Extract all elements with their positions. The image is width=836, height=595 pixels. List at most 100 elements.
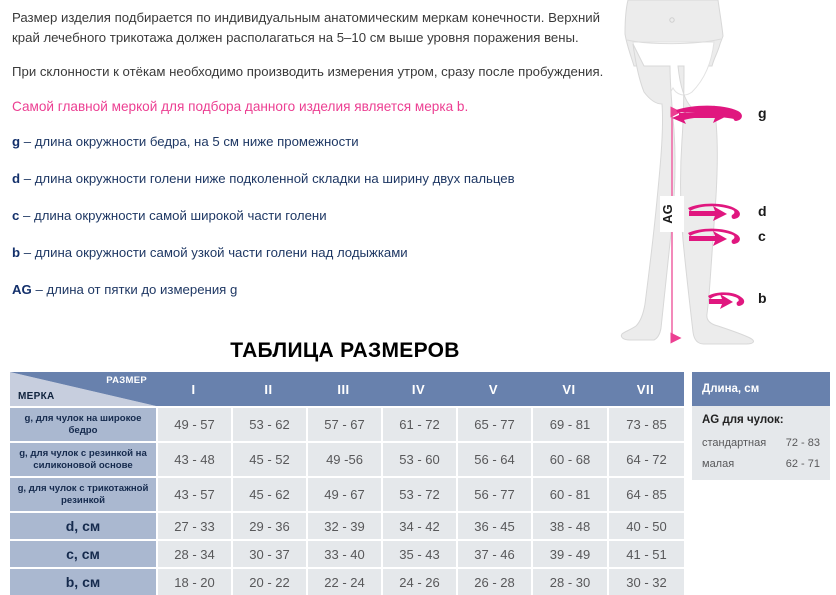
table-cell: 39 - 49 (531, 539, 607, 567)
table-cell: 33 - 40 (306, 539, 381, 567)
intro-paragraph-1: Размер изделия подбирается по индивидуал… (12, 10, 600, 45)
length-panel-title: AG для чулок: (702, 414, 784, 426)
table-cell: 65 - 77 (456, 406, 531, 441)
table-row: g, для чулок с резинкой на силиконовой о… (10, 441, 684, 476)
definition-key-b: b (12, 245, 21, 260)
table-cell: 73 - 85 (607, 406, 684, 441)
definition-b: b – длина окружности самой узкой части г… (12, 244, 608, 262)
page-title: ТАБЛИЦА РАЗМЕРОВ (230, 339, 460, 362)
ag-label: AG (660, 204, 675, 224)
definition-text-g: длина окружности бедра, на 5 см ниже про… (34, 134, 359, 149)
table-row: g, для чулок на широкое бедро 49 - 57 53… (10, 406, 684, 441)
table-row: b, см 18 - 20 20 - 22 22 - 24 24 - 26 26… (10, 567, 684, 595)
table-cell: 36 - 45 (456, 511, 531, 539)
table-cell: 43 - 48 (156, 441, 231, 476)
measure-band-d (688, 203, 740, 221)
column-header-7: VII (607, 372, 684, 406)
definition-c: c – длина окружности самой широкой части… (12, 207, 608, 225)
column-header-1: I (156, 372, 231, 406)
length-panel: Длина, см AG для чулок: стандартная 72 -… (692, 372, 830, 480)
corner-size-label: РАЗМЕР (106, 375, 147, 386)
definition-dash-b: – (20, 245, 35, 260)
table-cell: 60 - 68 (531, 441, 607, 476)
measure-band-b (708, 292, 745, 309)
table-cell: 56 - 77 (456, 476, 531, 511)
definition-key-ag: AG (12, 282, 32, 297)
highlight-note: Самой главной меркой для подбора данного… (12, 98, 469, 114)
label-b: b (758, 290, 767, 306)
length-row-value: 72 - 83 (785, 437, 820, 449)
table-cell: 37 - 46 (456, 539, 531, 567)
definition-key-g: g (12, 134, 21, 149)
definition-dash-c: – (19, 208, 35, 223)
table-cell: 28 - 30 (531, 567, 607, 595)
length-row-small: малая 62 - 71 (702, 458, 820, 470)
table-cell: 29 - 36 (231, 511, 306, 539)
corner-diagonal (10, 372, 156, 406)
column-header-4: IV (381, 372, 456, 406)
table-cell: 18 - 20 (156, 567, 231, 595)
definition-key-d: d (12, 171, 21, 186)
table-cell: 53 - 60 (381, 441, 456, 476)
table-header-row: РАЗМЕР МЕРКА I II III IV V VI VII (10, 372, 684, 406)
table-row: g, для чулок с трикотажной резинкой 43 -… (10, 476, 684, 511)
label-c: c (758, 228, 766, 244)
table-cell: 30 - 37 (231, 539, 306, 567)
length-panel-body: AG для чулок: стандартная 72 - 83 малая … (692, 406, 830, 480)
table-cell: 53 - 72 (381, 476, 456, 511)
table-cell: 34 - 42 (381, 511, 456, 539)
table-cell: 45 - 62 (231, 476, 306, 511)
table-cell: 64 - 72 (607, 441, 684, 476)
table-cell: 35 - 43 (381, 539, 456, 567)
column-header-5: V (456, 372, 531, 406)
length-row-name: стандартная (702, 437, 767, 449)
row-label: d, см (10, 511, 156, 539)
table-cell: 20 - 22 (231, 567, 306, 595)
intro-paragraph-2: При склонности к отёкам необходимо произ… (12, 64, 604, 79)
table-cell: 22 - 24 (306, 567, 381, 595)
table-cell: 49 - 67 (306, 476, 381, 511)
definition-g: g – длина окружности бедра, на 5 см ниже… (12, 133, 608, 151)
definition-dash-ag: – (31, 282, 47, 297)
table-cell: 43 - 57 (156, 476, 231, 511)
table-cell: 57 - 67 (306, 406, 381, 441)
column-header-2: II (231, 372, 306, 406)
definition-d: d – длина окружности голени ниже подколе… (12, 170, 608, 188)
leg-measurement-illustration: AG g d c b (600, 0, 836, 345)
column-header-3: III (306, 372, 381, 406)
column-header-6: VI (531, 372, 607, 406)
row-label: g, для чулок на широкое бедро (10, 406, 156, 441)
table-cell: 30 - 32 (607, 567, 684, 595)
definition-key-c: c (12, 208, 20, 223)
definition-ag: AG – длина от пятки до измерения g (12, 281, 608, 299)
instructions-block: Размер изделия подбирается по индивидуал… (12, 8, 608, 318)
measure-band-c (688, 228, 740, 246)
table-cell: 53 - 62 (231, 406, 306, 441)
row-label: c, см (10, 539, 156, 567)
label-g: g (758, 105, 767, 121)
definition-dash-d: – (20, 171, 35, 186)
length-row-standard: стандартная 72 - 83 (702, 437, 820, 449)
table-cell: 69 - 81 (531, 406, 607, 441)
table-cell: 27 - 33 (156, 511, 231, 539)
table-cell: 49 -56 (306, 441, 381, 476)
table-cell: 41 - 51 (607, 539, 684, 567)
definition-text-ag: длина от пятки до измерения g (46, 282, 238, 297)
definition-text-d: длина окружности голени ниже подколенной… (34, 171, 515, 186)
body-silhouette (620, 0, 754, 345)
table-corner-cell: РАЗМЕР МЕРКА (10, 372, 156, 406)
length-panel-header: Длина, см (692, 372, 830, 406)
row-label: g, для чулок с трикотажной резинкой (10, 476, 156, 511)
corner-measure-label: МЕРКА (18, 391, 55, 402)
table-cell: 32 - 39 (306, 511, 381, 539)
table-row: d, см 27 - 33 29 - 36 32 - 39 34 - 42 36… (10, 511, 684, 539)
table-cell: 64 - 85 (607, 476, 684, 511)
length-row-value: 62 - 71 (785, 458, 820, 470)
table-cell: 49 - 57 (156, 406, 231, 441)
table-cell: 45 - 52 (231, 441, 306, 476)
size-table: РАЗМЕР МЕРКА I II III IV V VI VII g, для… (10, 372, 684, 595)
row-label: g, для чулок с резинкой на силиконовой о… (10, 441, 156, 476)
measure-band-g (672, 105, 742, 124)
label-d: d (758, 203, 767, 219)
table-cell: 60 - 81 (531, 476, 607, 511)
